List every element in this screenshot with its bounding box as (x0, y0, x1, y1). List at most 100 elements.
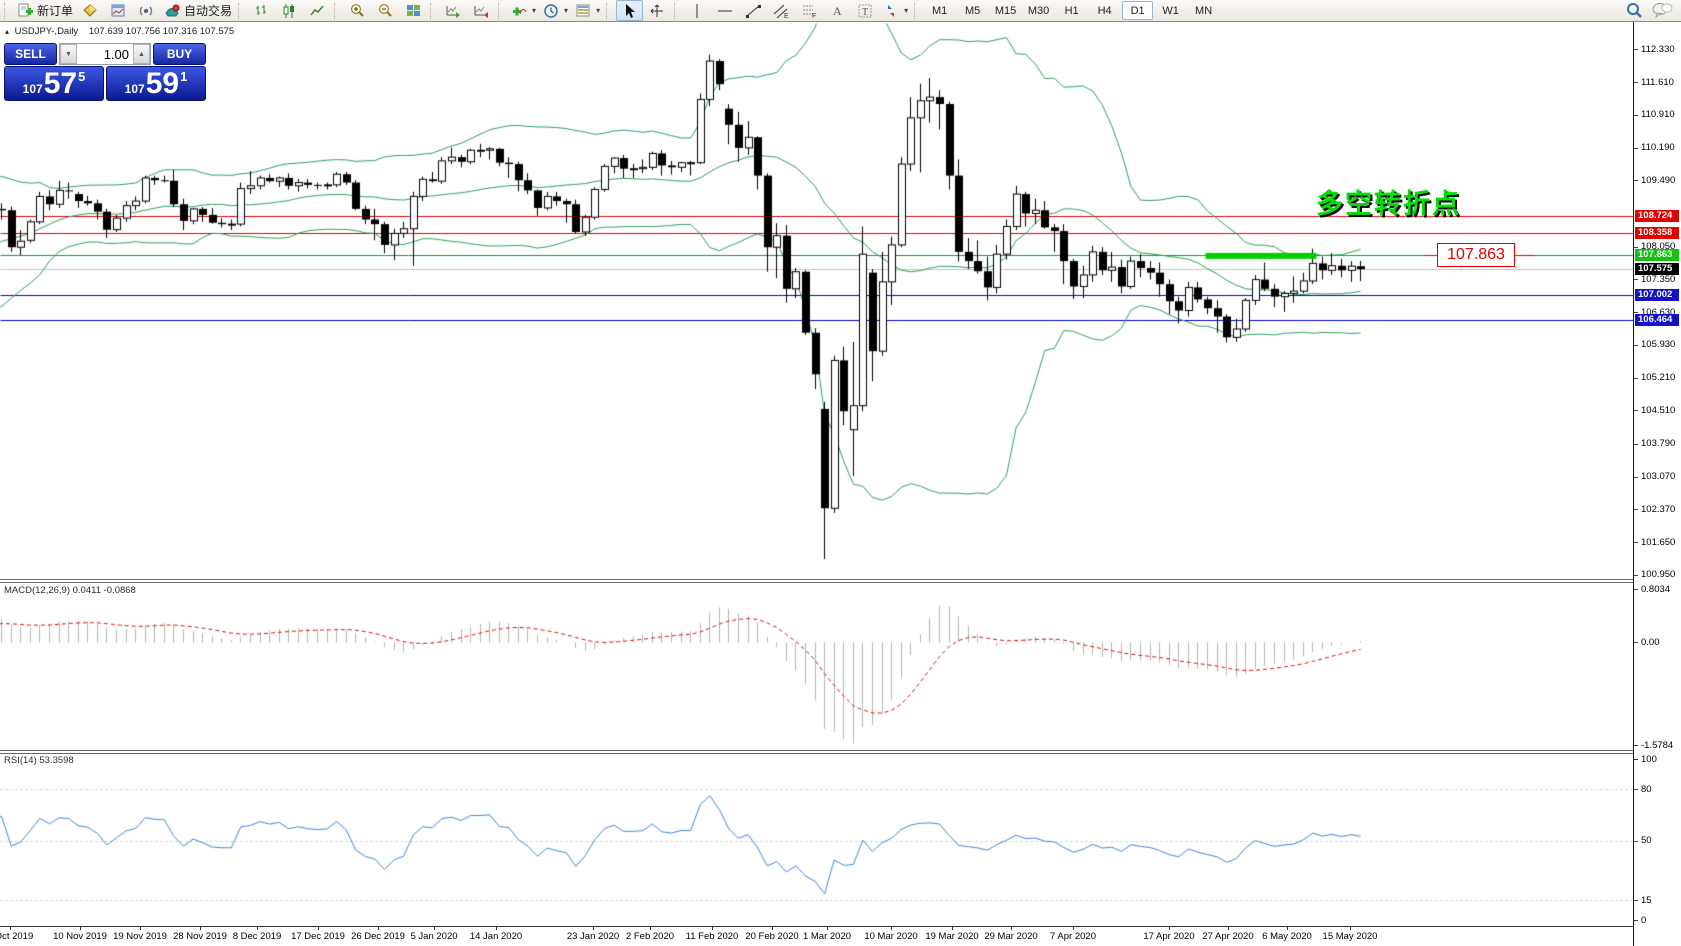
crosshair-button[interactable] (644, 0, 671, 21)
price-tick (1634, 377, 1638, 379)
panel-separator[interactable] (0, 579, 1633, 580)
time-tick-label: 11 Feb 2020 (685, 931, 739, 942)
toolbar-grip[interactable] (498, 2, 504, 19)
time-axis[interactable]: 1 Oct 2019 10 Nov 2019 19 Nov 2019 28 Nov 2… (0, 927, 1633, 946)
price-tick (1634, 509, 1638, 511)
price-tick-label: 103.790 (1641, 438, 1676, 450)
arrows-button[interactable]: ▾ (880, 0, 911, 21)
toolbar-grip[interactable] (674, 2, 680, 19)
time-tick-label: 2 Feb 2020 (625, 931, 675, 942)
buy-price-pip: 1 (180, 69, 188, 84)
zoom-out-button[interactable] (372, 0, 399, 21)
price-tick-label: 102.370 (1641, 503, 1676, 515)
time-tick (891, 927, 892, 930)
data-window-icon (110, 3, 127, 19)
macd-scale-label: 0.8034 (1641, 583, 1671, 595)
toolbar-grip[interactable] (606, 2, 612, 19)
timeframe-m15[interactable]: M15 (994, 4, 1017, 17)
indicators-button[interactable]: ▾ (508, 0, 539, 21)
timeframe-m1[interactable]: M1 (931, 4, 948, 17)
chat-icon[interactable] (1651, 1, 1673, 24)
rsi-scale-label: 50 (1641, 835, 1652, 846)
timeframe-h1[interactable]: H1 (1064, 4, 1079, 17)
buy-price-button[interactable]: 107 59 1 (106, 66, 206, 101)
algo-trading-icon (164, 3, 181, 19)
text-label-button[interactable]: T (852, 0, 879, 21)
trendline-button[interactable] (740, 0, 767, 21)
price-tick-label: 105.930 (1641, 339, 1676, 351)
toolbar-grip[interactable] (238, 2, 244, 19)
chart-canvas[interactable] (0, 22, 1633, 946)
timeframe-mn[interactable]: MN (1195, 4, 1213, 17)
timeframe-m30[interactable]: M30 (1027, 4, 1050, 17)
fibonacci-button[interactable]: F (796, 0, 823, 21)
templates-dropdown-icon[interactable]: ▾ (596, 6, 601, 15)
buy-button[interactable]: BUY (153, 43, 206, 65)
chart-shift-button[interactable] (468, 0, 495, 21)
collapse-panel-icon[interactable]: ▴ (5, 27, 10, 36)
arrows-dropdown-icon[interactable]: ▾ (904, 6, 909, 15)
panel-separator[interactable] (0, 582, 1633, 583)
volume-input[interactable] (77, 44, 133, 64)
time-tick-label: 27 Apr 2020 (1202, 931, 1254, 942)
channel-button[interactable]: E (768, 0, 795, 21)
candlestick-chart-button[interactable] (276, 0, 303, 21)
chart-title: ▴ USDJPY-,Daily 107.639 107.756 107.316 … (5, 26, 234, 37)
toolbar-grip[interactable] (4, 2, 10, 19)
volume-decrease-button[interactable]: ▼ (60, 44, 77, 64)
panel-separator[interactable] (0, 753, 1633, 754)
signals-button[interactable] (133, 0, 160, 21)
toolbar-grip[interactable] (334, 2, 340, 19)
time-tick-label: 1 Mar 2020 (802, 931, 852, 942)
time-tick-label: 7 Apr 2020 (1050, 931, 1096, 942)
price-tick (1634, 312, 1638, 314)
time-tick (10, 927, 11, 930)
timeframe-h4[interactable]: H4 (1097, 4, 1112, 17)
text-button[interactable]: A (824, 0, 851, 21)
time-tick (200, 927, 201, 930)
time-tick (712, 927, 713, 930)
search-icon[interactable] (1625, 1, 1643, 24)
timeframe-m5[interactable]: M5 (964, 4, 981, 17)
time-tick (772, 927, 773, 930)
cursor-icon (621, 3, 638, 19)
algo-trading-button[interactable]: 自动交易 (161, 0, 235, 21)
sell-price-button[interactable]: 107 57 5 (4, 66, 104, 101)
tile-windows-button[interactable] (400, 0, 427, 21)
rsi-tick (1634, 920, 1638, 921)
annotation-text[interactable]: 多空转折点 (1316, 189, 1461, 219)
price-axis[interactable]: 112.330 111.610 110.910 110.190 109.490 108.0… (1633, 22, 1681, 946)
bar-chart-button[interactable] (248, 0, 275, 21)
cursor-button[interactable] (616, 0, 644, 21)
line-chart-button[interactable] (304, 0, 331, 21)
svg-text:T: T (862, 7, 868, 18)
toolbar-grip[interactable] (914, 2, 920, 19)
price-badge: 107.002 (1635, 289, 1679, 302)
time-tick-label: 1 Oct 2019 (0, 931, 34, 942)
price-tick-label: 105.210 (1641, 372, 1676, 384)
time-tick-label: 17 Apr 2020 (1143, 931, 1195, 942)
text-label-icon: T (857, 3, 874, 19)
price-tick-label: 103.070 (1641, 471, 1676, 483)
new-order-button[interactable]: 新订单 (14, 0, 76, 21)
timeframe-w1[interactable]: W1 (1162, 4, 1179, 17)
price-tag-box[interactable]: 107.863 (1437, 243, 1515, 267)
vertical-line-button[interactable] (684, 0, 711, 21)
sell-button[interactable]: SELL (4, 43, 57, 65)
price-tick (1634, 542, 1638, 544)
market-watch-button[interactable] (77, 0, 104, 21)
toolbar: 新订单 自动交易 (0, 0, 1681, 22)
auto-scroll-button[interactable] (440, 0, 467, 21)
panel-separator[interactable] (0, 750, 1633, 751)
data-window-button[interactable] (105, 0, 132, 21)
zoom-in-button[interactable] (344, 0, 371, 21)
templates-button[interactable]: ▾ (572, 0, 603, 21)
price-tick-label: 106.630 (1641, 306, 1676, 318)
toolbar-grip[interactable] (430, 2, 436, 19)
indicators-dropdown-icon[interactable]: ▾ (532, 6, 537, 15)
periods-dropdown-icon[interactable]: ▾ (564, 6, 569, 15)
periods-button[interactable]: ▾ (540, 0, 571, 21)
volume-increase-button[interactable]: ▲ (133, 44, 150, 64)
horizontal-line-button[interactable] (712, 0, 739, 21)
timeframe-d1[interactable]: D1 (1122, 1, 1154, 20)
